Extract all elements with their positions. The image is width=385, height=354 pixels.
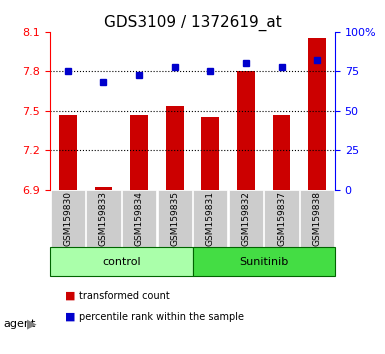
Bar <box>166 105 184 190</box>
Text: ■: ■ <box>65 291 76 301</box>
Text: GSM159834: GSM159834 <box>135 191 144 246</box>
FancyBboxPatch shape <box>50 247 192 276</box>
Text: control: control <box>102 257 141 267</box>
Text: Sunitinib: Sunitinib <box>239 257 288 267</box>
Bar <box>237 72 255 190</box>
Text: GSM159833: GSM159833 <box>99 191 108 246</box>
FancyBboxPatch shape <box>51 190 85 247</box>
Text: ■: ■ <box>65 312 76 322</box>
FancyBboxPatch shape <box>157 190 192 247</box>
FancyBboxPatch shape <box>264 190 299 247</box>
FancyBboxPatch shape <box>193 190 228 247</box>
Text: ▶: ▶ <box>27 318 37 330</box>
FancyBboxPatch shape <box>229 190 263 247</box>
Bar <box>95 187 112 190</box>
FancyBboxPatch shape <box>300 190 334 247</box>
Bar <box>308 39 326 190</box>
Text: percentile rank within the sample: percentile rank within the sample <box>79 312 244 322</box>
FancyBboxPatch shape <box>192 247 335 276</box>
Bar <box>273 115 290 190</box>
Text: GSM159837: GSM159837 <box>277 191 286 246</box>
Title: GDS3109 / 1372619_at: GDS3109 / 1372619_at <box>104 14 281 30</box>
FancyBboxPatch shape <box>122 190 156 247</box>
Text: GSM159830: GSM159830 <box>64 191 72 246</box>
Text: GSM159835: GSM159835 <box>170 191 179 246</box>
Bar <box>201 118 219 190</box>
FancyBboxPatch shape <box>86 190 121 247</box>
Bar <box>130 115 148 190</box>
Bar <box>59 115 77 190</box>
Text: agent: agent <box>4 319 36 329</box>
Text: GSM159832: GSM159832 <box>241 191 250 246</box>
Text: GSM159831: GSM159831 <box>206 191 215 246</box>
Text: GSM159838: GSM159838 <box>313 191 321 246</box>
Text: transformed count: transformed count <box>79 291 170 301</box>
